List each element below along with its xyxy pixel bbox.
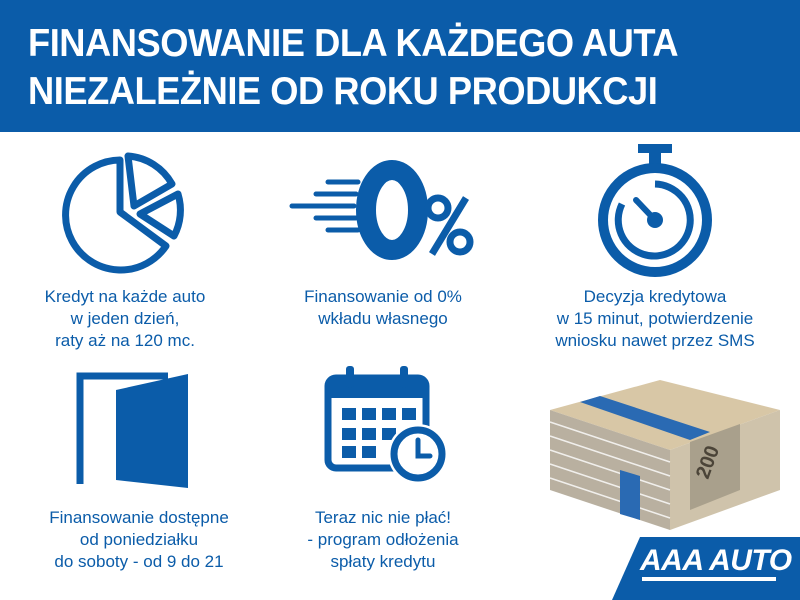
money-stack-icon: 200 <box>549 380 780 530</box>
caption-line: od poniedziałku <box>79 530 199 549</box>
feature-caption-deferral: Teraz nic nie płać! - program odłożenia … <box>258 507 508 573</box>
feature-caption-credit: Kredyt na każde auto w jeden dzień, raty… <box>0 286 250 352</box>
feature-caption-decision: Decyzja kredytowa w 15 minut, potwierdze… <box>530 286 780 352</box>
pie-chart-icon <box>62 152 184 274</box>
stopwatch-icon <box>598 144 712 277</box>
open-door-icon <box>76 372 188 488</box>
caption-line: Finansowanie od 0% <box>304 287 462 306</box>
caption-line: wkładu własnego <box>318 309 448 328</box>
caption-line: w jeden dzień, <box>70 309 180 328</box>
headline-line-2: NIEZALEŻNIE OD ROKU PRODUKCJI <box>28 70 658 113</box>
feature-caption-hours: Finansowanie dostępne od poniedziałku do… <box>14 507 264 573</box>
caption-line: w 15 minut, potwierdzenie <box>556 309 754 328</box>
caption-line: Teraz nic nie płać! <box>314 508 452 527</box>
logo-background <box>612 537 800 600</box>
zero-percent-icon <box>289 160 474 260</box>
caption-line: raty aż na 120 mc. <box>55 331 195 350</box>
calendar-clock-icon <box>324 366 448 484</box>
caption-line: Finansowanie dostępne <box>49 508 229 527</box>
caption-line: do soboty - od 9 do 21 <box>54 552 224 571</box>
caption-line: spłaty kredytu <box>330 552 436 571</box>
caption-line: Kredyt na każde auto <box>44 287 206 306</box>
caption-line: Decyzja kredytowa <box>583 287 727 306</box>
header-banner: FINANSOWANIE DLA KAŻDEGO AUTA NIEZALEŻNI… <box>0 0 800 132</box>
caption-line: - program odłożenia <box>307 530 459 549</box>
caption-line: wniosku nawet przez SMS <box>555 331 755 350</box>
brand-logo: AAA AUTO <box>640 544 792 577</box>
feature-caption-zero-percent: Finansowanie od 0% wkładu własnego <box>258 286 508 330</box>
logo-underline <box>642 577 776 581</box>
headline-line-1: FINANSOWANIE DLA KAŻDEGO AUTA <box>28 22 679 65</box>
